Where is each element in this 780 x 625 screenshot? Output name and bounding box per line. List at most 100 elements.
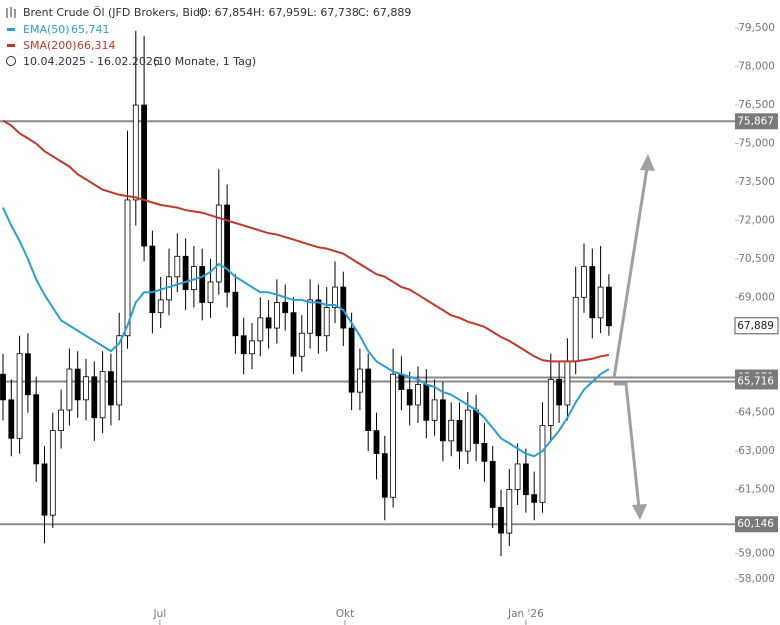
y-tick-label: 72,000	[738, 214, 775, 226]
legend-swatch	[7, 44, 15, 47]
level-label: 60,146	[737, 518, 774, 530]
candle-body	[83, 376, 89, 401]
candle-body	[116, 335, 123, 406]
last-price-tag	[734, 317, 779, 335]
candle-body	[149, 245, 156, 314]
ohlc-close: C: 67,889	[358, 6, 411, 19]
x-tick-label: Jan '26	[507, 608, 544, 620]
y-tick-label: 61,500	[738, 484, 775, 496]
candle-body	[282, 302, 289, 314]
y-tick-label: 64,500	[738, 407, 775, 419]
candle-body	[398, 373, 405, 390]
arrow-head	[632, 504, 647, 520]
legend-swatch	[7, 28, 15, 31]
candle-body	[307, 299, 314, 334]
candle-body	[332, 286, 338, 308]
y-tick-label: 79,500	[738, 22, 775, 34]
candle-body	[174, 255, 181, 278]
candle-body	[481, 443, 488, 462]
scenario-arrows	[612, 154, 655, 520]
price-axis: 79,500 78,000 76,500 75,000 73,500 72,000 70,5…	[153, 22, 779, 625]
candle-body	[99, 371, 106, 419]
candle-body	[523, 463, 529, 496]
candle-body	[249, 340, 255, 355]
candle-body	[390, 373, 397, 498]
chart-icon	[6, 7, 16, 18]
x-tick-label: Okt	[336, 608, 354, 620]
candle-body	[406, 389, 413, 406]
candle-body	[348, 327, 355, 393]
x-tick-label: Jul	[153, 608, 167, 620]
candle-body	[506, 489, 513, 534]
clock-icon	[6, 56, 16, 66]
level-tag	[735, 113, 778, 130]
date-range: 10.04.2025 - 16.02.2026	[23, 55, 160, 68]
candle-body	[257, 317, 264, 342]
legend-label: SMA(200)	[23, 39, 77, 52]
candle-body	[597, 286, 604, 319]
candle-body	[124, 199, 131, 337]
level-label: 65,716	[737, 375, 774, 387]
candle-body	[41, 463, 48, 516]
y-tick-label: 63,000	[738, 445, 775, 457]
period: (10 Monate, 1 Tag)	[153, 55, 256, 68]
candle-body	[539, 425, 546, 503]
candle-body	[290, 312, 297, 357]
candle-body	[456, 419, 463, 452]
candle-body	[16, 353, 23, 439]
candle-body	[199, 266, 206, 303]
legend-value: 66,314	[77, 39, 116, 52]
candle-body	[547, 378, 554, 426]
candle-body	[531, 494, 538, 503]
ma-line	[2, 207, 610, 458]
candle-body	[24, 353, 31, 396]
candle-body	[373, 430, 380, 455]
candle-body	[439, 399, 446, 442]
candle-body	[323, 307, 330, 337]
candle-body	[589, 266, 596, 319]
ohlc-low: L: 67,738	[307, 6, 359, 19]
candle-body	[581, 266, 587, 298]
arrow-up	[612, 167, 649, 379]
candle-body	[415, 384, 421, 406]
candle-body	[33, 394, 40, 465]
arrow-head	[640, 154, 655, 171]
candle-body	[298, 332, 305, 357]
candle-body	[572, 296, 579, 362]
candle-body	[473, 409, 480, 444]
candle-body	[365, 368, 372, 431]
candle-body	[132, 104, 139, 201]
candle-body	[224, 204, 231, 293]
candle-body	[240, 335, 247, 355]
candle-body	[66, 368, 73, 411]
y-tick-label: 73,500	[738, 176, 775, 188]
candle-body	[448, 419, 455, 442]
candle-body	[8, 399, 15, 439]
candle-body	[498, 507, 504, 534]
candle-body	[0, 373, 6, 401]
candle-body	[74, 368, 81, 401]
y-tick-label: 76,500	[738, 99, 775, 111]
y-tick-label: 69,000	[738, 291, 775, 303]
candle-body	[273, 302, 280, 329]
candle-body	[141, 104, 148, 247]
ohlc-open: O: 67,854	[199, 6, 253, 19]
candle-body	[514, 463, 521, 490]
plot-area	[0, 30, 735, 557]
candle-body	[207, 281, 214, 303]
legend-value: 65,741	[71, 23, 110, 36]
level-tag	[735, 373, 778, 390]
candle-body	[356, 368, 363, 393]
y-tick-label: 70,500	[738, 253, 775, 265]
level-tag	[735, 516, 778, 533]
candle-body	[431, 399, 438, 421]
legend-label: EMA(50)	[23, 23, 70, 36]
chart-title: Brent Crude Öl (JFD Brokers, Bid)	[23, 6, 204, 19]
candle-body	[215, 204, 222, 283]
last-price-label: 67,889	[737, 320, 774, 332]
arrow-down	[614, 382, 641, 509]
candle-body	[340, 286, 347, 329]
candle-body	[489, 460, 496, 508]
